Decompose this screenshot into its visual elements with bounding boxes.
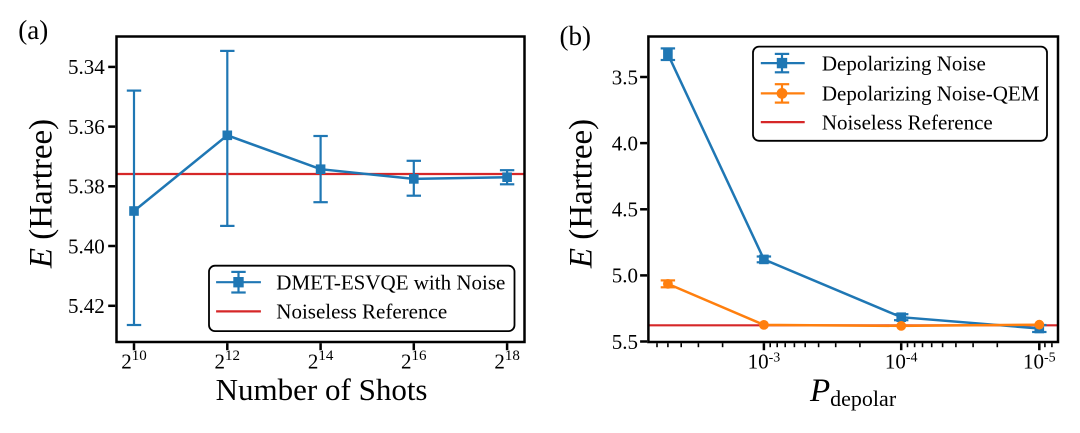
svg-text:5.5: 5.5 bbox=[612, 330, 638, 354]
svg-text:210: 210 bbox=[121, 348, 147, 374]
svg-text:(a): (a) bbox=[18, 15, 48, 45]
svg-text:212: 212 bbox=[215, 348, 241, 374]
svg-text:3.5: 3.5 bbox=[612, 65, 638, 89]
svg-text:Noiseless Reference: Noiseless Reference bbox=[822, 110, 993, 134]
svg-text:5.0: 5.0 bbox=[612, 264, 638, 288]
svg-text:Noiseless Reference: Noiseless Reference bbox=[276, 300, 447, 324]
svg-text:216: 216 bbox=[401, 348, 427, 374]
svg-text:10-4: 10-4 bbox=[885, 350, 918, 374]
svg-text:4.0: 4.0 bbox=[612, 131, 638, 155]
svg-text:4.5: 4.5 bbox=[612, 198, 638, 222]
svg-text:5.34: 5.34 bbox=[68, 55, 105, 79]
svg-text:Depolarizing Noise: Depolarizing Noise bbox=[822, 51, 986, 75]
svg-text:5.38: 5.38 bbox=[68, 175, 105, 199]
svg-text:5.40: 5.40 bbox=[68, 234, 105, 258]
svg-text:(b): (b) bbox=[560, 21, 591, 51]
svg-text:5.36: 5.36 bbox=[68, 115, 105, 139]
svg-text:Number of Shots: Number of Shots bbox=[216, 372, 428, 407]
svg-text:218: 218 bbox=[494, 348, 519, 374]
svg-text:E (Hartree): E (Hartree) bbox=[24, 119, 60, 269]
svg-text:10-5: 10-5 bbox=[1023, 350, 1056, 374]
svg-text:10-3: 10-3 bbox=[748, 350, 781, 374]
svg-text:Pdepolar: Pdepolar bbox=[809, 373, 897, 411]
svg-text:5.42: 5.42 bbox=[68, 294, 105, 318]
svg-text:E (Hartree): E (Hartree) bbox=[564, 119, 600, 269]
svg-text:DMET-ESVQE with Noise: DMET-ESVQE with Noise bbox=[276, 270, 505, 294]
svg-text:214: 214 bbox=[308, 348, 334, 374]
svg-text:Depolarizing Noise-QEM: Depolarizing Noise-QEM bbox=[822, 82, 1040, 106]
